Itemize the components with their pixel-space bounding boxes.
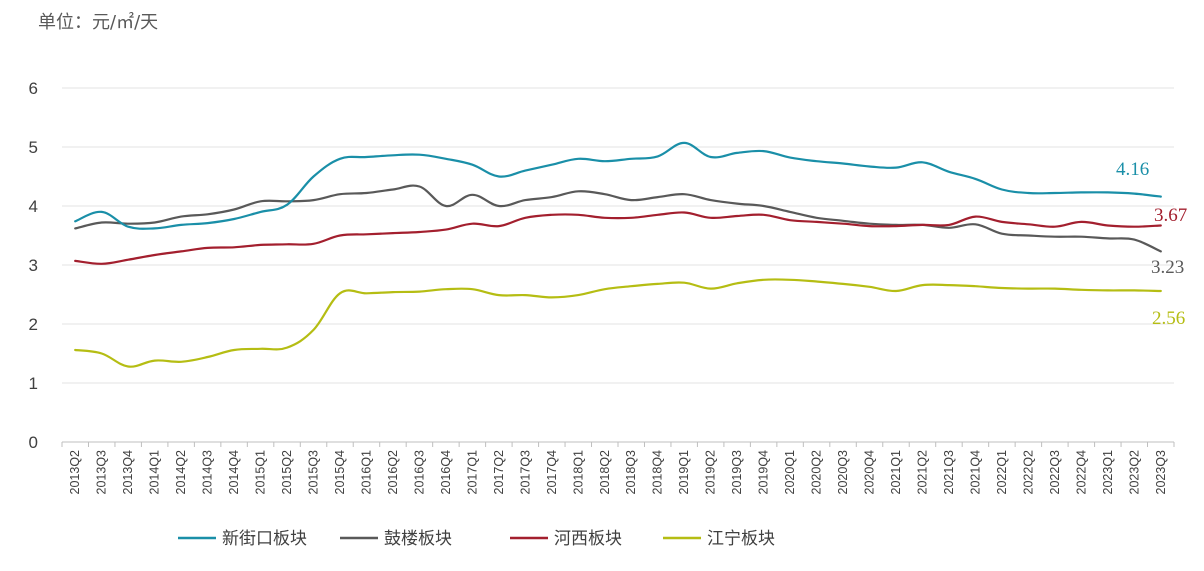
- x-tick-label: 2016Q3: [412, 450, 426, 495]
- end-value-label: 3.23: [1151, 257, 1184, 278]
- end-value-label: 3.67: [1154, 205, 1187, 226]
- x-tick-label: 2019Q3: [730, 450, 744, 495]
- x-tick-label: 2016Q2: [386, 450, 400, 495]
- series-line: [74, 278, 1162, 368]
- x-tick-label: 2018Q4: [651, 450, 665, 495]
- y-tick-label: 3: [29, 256, 38, 275]
- x-tick-label: 2022Q3: [1048, 450, 1062, 495]
- unit-label: 单位：元/㎡/天: [38, 12, 159, 33]
- x-axis-ticks: 2013Q2 2013Q3 2013Q4 2014Q1 2014Q2 2014Q3 2014…: [61, 442, 1175, 495]
- x-tick-label: 2017Q2: [492, 450, 506, 495]
- x-tick-label: 2014Q3: [201, 450, 215, 495]
- x-tick-label: 2020Q1: [783, 450, 797, 495]
- x-tick-label: 2015Q1: [254, 450, 268, 495]
- x-tick-label: 2023Q2: [1127, 450, 1141, 495]
- x-tick-label: 2016Q4: [439, 450, 453, 495]
- x-tick-label: 2019Q2: [704, 450, 718, 495]
- x-tick-label: 2014Q2: [174, 450, 188, 495]
- x-tick-label: 2020Q3: [836, 450, 850, 495]
- x-tick-label: 2021Q1: [889, 450, 903, 495]
- x-tick-label: 2013Q2: [68, 450, 82, 495]
- x-tick-label: 2018Q1: [571, 450, 585, 495]
- y-tick-label: 6: [29, 79, 38, 98]
- y-axis-ticks: 0 1 2 3 4 5 6: [29, 79, 38, 452]
- legend: 新街口板块 鼓楼板块 河西板块 江宁板块: [178, 529, 775, 549]
- y-tick-label: 0: [29, 433, 38, 452]
- x-tick-label: 2020Q4: [863, 450, 877, 495]
- x-tick-label: 2013Q4: [121, 450, 135, 495]
- x-tick-label: 2021Q2: [915, 450, 929, 495]
- x-tick-label: 2018Q3: [624, 450, 638, 495]
- y-tick-label: 2: [29, 315, 38, 334]
- x-tick-label: 2022Q4: [1074, 450, 1088, 495]
- series-lines: [74, 141, 1162, 368]
- x-tick-label: 2017Q3: [518, 450, 532, 495]
- x-tick-label: 2022Q1: [995, 450, 1009, 495]
- y-tick-label: 4: [29, 197, 38, 216]
- x-tick-label: 2018Q2: [598, 450, 612, 495]
- y-tick-label: 5: [29, 138, 38, 157]
- legend-label: 鼓楼板块: [384, 529, 452, 549]
- series-line: [74, 211, 1162, 265]
- end-value-label: 2.56: [1152, 308, 1185, 329]
- x-tick-label: 2021Q3: [942, 450, 956, 495]
- series-line: [74, 141, 1162, 230]
- y-tick-label: 1: [29, 374, 38, 393]
- x-tick-label: 2015Q3: [307, 450, 321, 495]
- x-tick-label: 2015Q2: [280, 450, 294, 495]
- grid-lines: [62, 87, 1174, 443]
- x-tick-label: 2014Q4: [227, 450, 241, 495]
- series-line: [74, 184, 1162, 253]
- x-tick-label: 2019Q1: [677, 450, 691, 495]
- x-tick-label: 2013Q3: [95, 450, 109, 495]
- x-tick-label: 2020Q2: [810, 450, 824, 495]
- end-value-label: 4.16: [1116, 159, 1149, 180]
- x-tick-label: 2021Q4: [968, 450, 982, 495]
- x-tick-label: 2017Q1: [465, 450, 479, 495]
- x-tick-label: 2023Q3: [1154, 450, 1168, 495]
- legend-label: 河西板块: [554, 529, 622, 549]
- x-tick-label: 2014Q1: [148, 450, 162, 495]
- legend-label: 江宁板块: [707, 529, 775, 549]
- x-tick-label: 2022Q2: [1021, 450, 1035, 495]
- legend-label: 新街口板块: [222, 529, 307, 549]
- x-tick-label: 2017Q4: [545, 450, 559, 495]
- end-labels: 4.16 3.23 3.67 2.56: [1116, 159, 1187, 329]
- x-tick-label: 2016Q1: [359, 450, 373, 495]
- x-tick-label: 2023Q1: [1101, 450, 1115, 495]
- x-tick-label: 2015Q4: [333, 450, 347, 495]
- x-tick-label: 2019Q4: [757, 450, 771, 495]
